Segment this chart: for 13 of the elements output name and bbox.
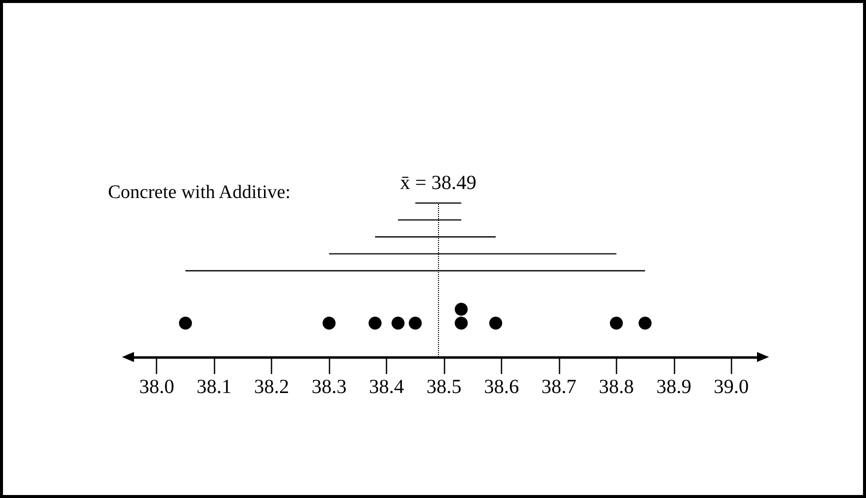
x-tick-label: 38.7 (541, 376, 576, 398)
x-tick-label: 39.0 (714, 376, 749, 398)
x-tick-label: 38.4 (369, 376, 404, 398)
x-tick-label: 38.5 (426, 376, 462, 398)
x-tick-label: 38.6 (484, 376, 519, 398)
x-tick-label: 38.1 (196, 376, 232, 398)
x-tick-label: 38.9 (656, 376, 692, 398)
x-tick-label: 38.0 (139, 376, 174, 398)
chart-title: Concrete with Additive: (108, 182, 291, 203)
x-tick-label: 38.8 (598, 376, 634, 398)
x-tick-label: 38.3 (312, 376, 347, 398)
x-tick-label: 38.2 (254, 376, 290, 398)
ref-line-label: x̄ = 38.49 (400, 172, 476, 194)
